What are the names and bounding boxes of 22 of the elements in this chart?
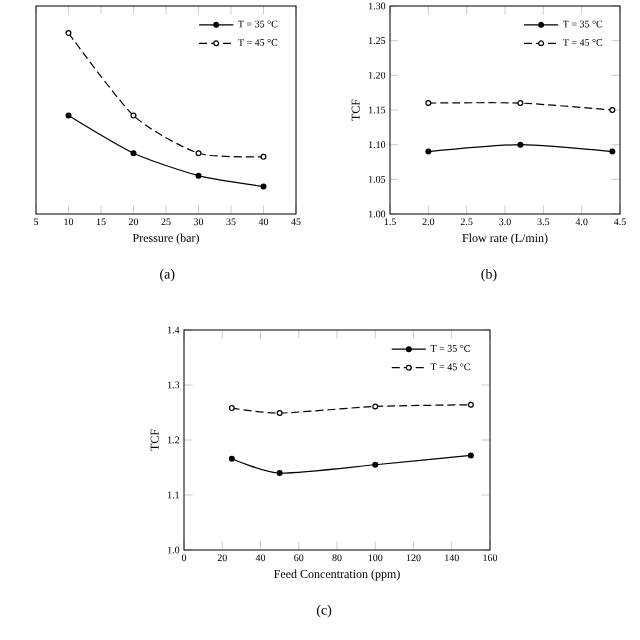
point bbox=[609, 148, 616, 155]
point bbox=[609, 106, 616, 113]
point bbox=[372, 461, 379, 468]
point bbox=[425, 148, 432, 155]
point bbox=[372, 403, 379, 410]
point bbox=[467, 401, 474, 408]
point bbox=[260, 183, 267, 190]
point bbox=[467, 452, 474, 459]
point bbox=[517, 100, 524, 107]
point bbox=[260, 153, 267, 160]
point bbox=[228, 455, 235, 462]
point bbox=[130, 150, 137, 157]
point bbox=[425, 100, 432, 107]
point bbox=[517, 141, 524, 148]
point bbox=[65, 30, 72, 37]
point bbox=[65, 112, 72, 119]
point bbox=[276, 470, 283, 476]
point bbox=[130, 112, 137, 119]
point bbox=[195, 172, 202, 179]
point bbox=[228, 405, 235, 412]
point bbox=[195, 150, 202, 157]
point bbox=[276, 410, 283, 417]
